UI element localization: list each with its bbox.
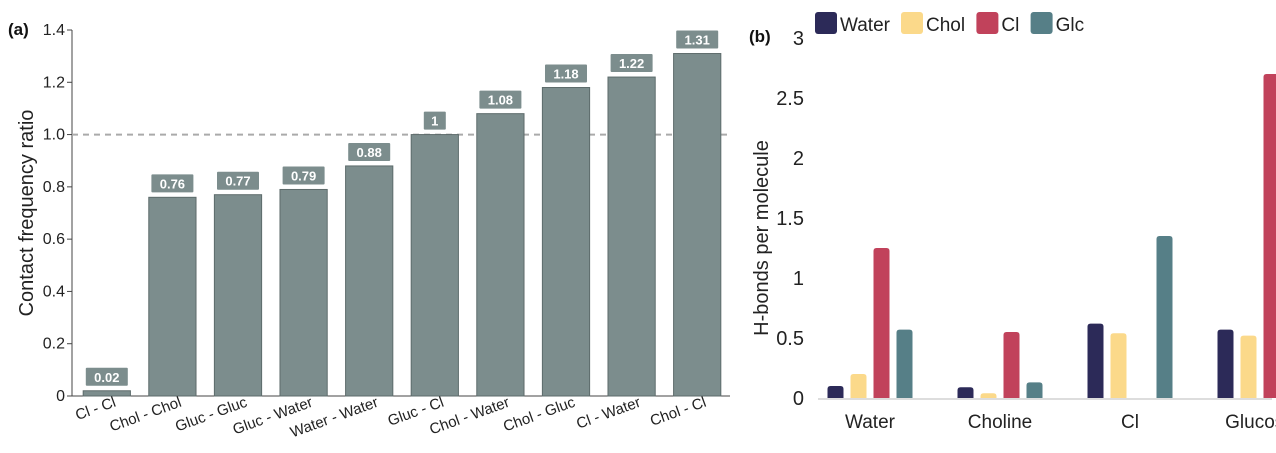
x-tick-label: Water <box>845 412 896 433</box>
bar <box>896 329 913 398</box>
y-tick-label: 0.5 <box>776 328 804 350</box>
bar <box>82 390 131 397</box>
y-tick-label: 0.8 <box>43 179 65 196</box>
data-label: 1 <box>431 114 438 129</box>
legend-label: Glc <box>1056 15 1085 36</box>
bar <box>673 53 722 397</box>
bar <box>148 196 197 397</box>
legend-label: Water <box>840 15 891 36</box>
legend-swatch <box>976 12 999 34</box>
x-tick-label: Chol - Chol <box>107 394 183 436</box>
data-label: 1.31 <box>685 33 710 48</box>
y-axis-label: Contact frequency ratio <box>16 110 38 317</box>
bar <box>1026 382 1043 398</box>
x-tick-label: Cl <box>1121 412 1139 433</box>
data-label-badge <box>217 171 259 190</box>
data-label: 1.18 <box>553 67 578 82</box>
data-label: 0.88 <box>357 145 382 160</box>
data-label-badge <box>610 54 653 73</box>
y-tick-label: 2 <box>793 148 804 170</box>
bar <box>476 113 525 397</box>
y-tick-label: 0.2 <box>43 336 65 353</box>
data-label: 0.02 <box>94 370 119 385</box>
y-tick-label: 2.5 <box>776 88 804 110</box>
data-label-badge <box>676 30 719 49</box>
bar <box>1087 323 1104 398</box>
y-tick-label: 0.4 <box>43 283 65 300</box>
bar <box>980 393 997 398</box>
x-tick-label: Cl - Water <box>574 394 643 433</box>
data-label-badge <box>151 174 194 193</box>
data-label: 0.77 <box>225 174 250 189</box>
bar <box>279 188 328 397</box>
y-tick-label: 0.6 <box>43 231 65 248</box>
panel-b-hbonds-chart: (b) 0 0.5 1 1.5 2 2.5 3 H-bonds per molecule Wate… <box>749 12 1276 433</box>
bar <box>1110 333 1127 398</box>
data-label-badge <box>479 90 522 109</box>
bar <box>607 76 656 397</box>
bar <box>873 248 890 398</box>
data-label: 1.22 <box>619 56 644 71</box>
legend-swatch <box>815 12 837 34</box>
y-tick-label: 1.5 <box>776 208 804 230</box>
bar <box>213 194 263 397</box>
bar <box>410 134 459 397</box>
legend-label: Chol <box>926 15 965 36</box>
bar <box>1217 329 1234 398</box>
bar <box>1263 74 1276 398</box>
data-label-badge <box>545 64 587 83</box>
legend-swatch <box>1030 12 1053 34</box>
y-tick-label: 1.0 <box>43 127 65 144</box>
bar <box>541 87 591 397</box>
data-label-badge <box>85 367 128 386</box>
bar <box>1156 236 1173 398</box>
data-label: 1.08 <box>488 93 513 108</box>
x-tick-label: Chol - Gluc <box>501 394 578 436</box>
data-label-badge <box>282 166 325 185</box>
bar <box>1003 332 1020 398</box>
x-tick-label: Glucose <box>1225 412 1276 433</box>
x-tick-label: Chol - Cl <box>648 394 709 430</box>
panel-a-label: (a) <box>8 20 29 39</box>
legend-swatch <box>901 12 923 34</box>
y-tick-label: 1 <box>793 268 804 290</box>
bar <box>850 374 867 398</box>
y-tick-label: 0 <box>56 388 65 405</box>
panel-a-contact-frequency-chart: (a) 0 0.2 0.4 0.6 0.8 1.0 1.2 1.4 Contact frequen… <box>8 20 730 441</box>
bar <box>957 387 974 398</box>
x-tick-label: Choline <box>968 412 1032 433</box>
data-label: 0.79 <box>291 168 316 183</box>
bar <box>827 386 844 398</box>
y-tick-label: 3 <box>793 28 804 50</box>
y-tick-label: 1.4 <box>43 22 65 39</box>
data-label: 0.76 <box>160 176 185 191</box>
panel-b-label: (b) <box>749 27 771 46</box>
y-tick-label: 0 <box>793 388 804 410</box>
y-axis-label: H-bonds per molecule <box>751 140 773 336</box>
y-tick-label: 1.2 <box>43 74 65 91</box>
data-label-badge <box>423 111 446 130</box>
bar <box>345 165 394 397</box>
data-label-badge <box>348 142 391 161</box>
bar <box>1240 335 1257 398</box>
legend-label: Cl <box>1001 15 1019 36</box>
